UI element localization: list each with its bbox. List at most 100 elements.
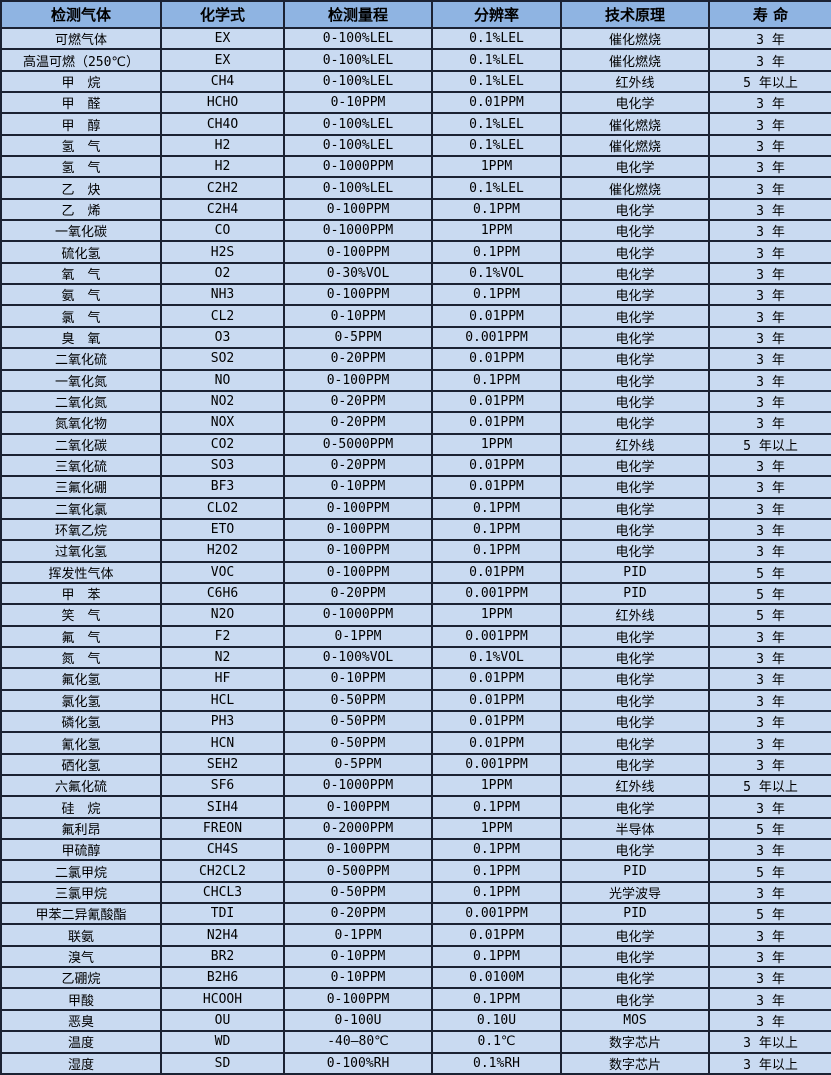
table-cell-gas: 氰化氢 <box>0 731 162 755</box>
table-cell-gas: 过氧化氢 <box>0 539 162 563</box>
table-cell-principle: 电化学 <box>560 389 710 414</box>
table-cell-formula: H2 <box>160 155 285 179</box>
table-row: 硅 烷 SIH4 0-100PPM 0.1PPM 电化学 3 年 <box>0 795 831 819</box>
table-cell-lifespan: 3 年 <box>708 112 831 136</box>
table-cell-lifespan: 3 年 <box>708 539 831 563</box>
table-cell-resolution: 0.1PPM <box>431 496 562 520</box>
table-cell-lifespan: 3 年 <box>708 411 831 435</box>
table-cell-range: 0-20PPM <box>283 347 433 371</box>
table-cell-gas: 氟利昂 <box>0 816 162 841</box>
table-row: 二氧化硫 SO2 0-20PPM 0.01PPM 电化学 3 年 <box>0 347 831 371</box>
table-cell-resolution: 0.1PPM <box>431 838 562 862</box>
table-cell-gas: 乙硼烷 <box>0 966 162 990</box>
table-cell-resolution: 1PPM <box>431 432 562 456</box>
table-cell-formula: CL2 <box>160 304 285 328</box>
table-row: 湿度 SD 0-100%RH 0.1%RH 数字芯片 3 年以上 <box>0 1051 831 1075</box>
table-cell-resolution: 0.001PPM <box>431 581 562 606</box>
table-cell-formula: HCN <box>160 731 285 755</box>
table-cell-lifespan: 3 年 <box>708 645 831 670</box>
table-cell-formula: O2 <box>160 261 285 286</box>
table-cell-principle: 电化学 <box>560 325 710 350</box>
table-cell-principle: 电化学 <box>560 347 710 371</box>
table-cell-gas: 甲 苯 <box>0 581 162 606</box>
table-cell-range: 0-1000PPM <box>283 774 433 798</box>
table-cell-formula: CO2 <box>160 432 285 456</box>
table-cell-resolution: 0.01PPM <box>431 411 562 435</box>
table-cell-resolution: 0.0100M <box>431 966 562 990</box>
table-cell-formula: CO <box>160 219 285 243</box>
table-cell-resolution: 0.001PPM <box>431 624 562 648</box>
table-cell-resolution: 1PPM <box>431 219 562 243</box>
table-cell-gas: 二氧化氯 <box>0 496 162 520</box>
table-cell-lifespan: 3 年 <box>708 133 831 158</box>
table-row: 甲硫醇 CH4S 0-100PPM 0.1PPM 电化学 3 年 <box>0 838 831 862</box>
table-cell-principle: 电化学 <box>560 304 710 328</box>
table-row: 甲 醛 HCHO 0-10PPM 0.01PPM 电化学 3 年 <box>0 91 831 115</box>
table-body: 可燃气体 EX 0-100%LEL 0.1%LEL 催化燃烧 3 年高温可燃（250℃） E… <box>0 26 831 1075</box>
table-cell-formula: C2H2 <box>160 176 285 200</box>
table-cell-formula: O3 <box>160 325 285 350</box>
table-cell-lifespan: 3 年 <box>708 368 831 392</box>
table-cell-principle: 数字芯片 <box>560 1051 710 1075</box>
table-cell-formula: BR2 <box>160 944 285 969</box>
table-cell-range: 0-100PPM <box>283 496 433 520</box>
table-row: 氮氧化物 NOX 0-20PPM 0.01PPM 电化学 3 年 <box>0 411 831 435</box>
table-cell-lifespan: 3 年 <box>708 688 831 713</box>
table-cell-gas: 氢 气 <box>0 155 162 179</box>
table-cell-principle: 红外线 <box>560 603 710 627</box>
table-cell-lifespan: 3 年 <box>708 944 831 969</box>
table-cell-principle: 电化学 <box>560 624 710 648</box>
column-header-formula: 化学式 <box>160 0 285 29</box>
table-cell-range: 0-50PPM <box>283 880 433 905</box>
table-cell-range: 0-10PPM <box>283 944 433 969</box>
table-cell-lifespan: 5 年 <box>708 816 831 841</box>
table-cell-lifespan: 5 年 <box>708 603 831 627</box>
table-cell-range: 0-20PPM <box>283 581 433 606</box>
column-header-gas: 检测气体 <box>0 0 162 29</box>
table-row: 甲 醇 CH4O 0-100%LEL 0.1%LEL 催化燃烧 3 年 <box>0 112 831 136</box>
table-cell-formula: TDI <box>160 902 285 926</box>
table-row: 挥发性气体 VOC 0-100PPM 0.01PPM PID 5 年 <box>0 560 831 584</box>
table-cell-formula: SD <box>160 1051 285 1075</box>
table-cell-lifespan: 3 年 <box>708 624 831 648</box>
table-row: 联氨 N2H4 0-1PPM 0.01PPM 电化学 3 年 <box>0 923 831 947</box>
table-cell-resolution: 0.1PPM <box>431 240 562 264</box>
table-cell-resolution: 0.1PPM <box>431 944 562 969</box>
table-cell-principle: 催化燃烧 <box>560 48 710 72</box>
table-cell-range: 0-1000PPM <box>283 155 433 179</box>
table-cell-principle: 红外线 <box>560 774 710 798</box>
table-cell-formula: SO3 <box>160 453 285 478</box>
table-cell-resolution: 0.1PPM <box>431 987 562 1011</box>
table-cell-range: 0-1PPM <box>283 624 433 648</box>
table-cell-gas: 臭 氧 <box>0 325 162 350</box>
table-cell-principle: 电化学 <box>560 731 710 755</box>
table-cell-resolution: 0.1%RH <box>431 1051 562 1075</box>
table-cell-resolution: 0.1%LEL <box>431 26 562 51</box>
table-cell-lifespan: 3 年 <box>708 517 831 542</box>
table-cell-resolution: 0.01PPM <box>431 347 562 371</box>
table-cell-range: 0-30%VOL <box>283 261 433 286</box>
table-cell-formula: H2S <box>160 240 285 264</box>
table-cell-lifespan: 5 年 <box>708 902 831 926</box>
table-cell-lifespan: 3 年以上 <box>708 1030 831 1054</box>
table-cell-gas: 二氧化碳 <box>0 432 162 456</box>
table-cell-formula: B2H6 <box>160 966 285 990</box>
table-cell-range: 0-100PPM <box>283 368 433 392</box>
table-cell-gas: 甲酸 <box>0 987 162 1011</box>
table-cell-formula: N2O <box>160 603 285 627</box>
table-cell-gas: 乙 烯 <box>0 197 162 222</box>
table-cell-range: 0-100%LEL <box>283 112 433 136</box>
table-cell-range: 0-10PPM <box>283 475 433 499</box>
table-row: 二氧化氮 NO2 0-20PPM 0.01PPM 电化学 3 年 <box>0 389 831 414</box>
table-cell-principle: 催化燃烧 <box>560 112 710 136</box>
table-cell-formula: FREON <box>160 816 285 841</box>
table-cell-principle: 电化学 <box>560 966 710 990</box>
table-row: 乙 烯 C2H4 0-100PPM 0.1PPM 电化学 3 年 <box>0 197 831 222</box>
table-cell-principle: MOS <box>560 1008 710 1033</box>
table-cell-lifespan: 5 年以上 <box>708 432 831 456</box>
table-cell-resolution: 0.01PPM <box>431 560 562 584</box>
table-cell-principle: 电化学 <box>560 496 710 520</box>
table-cell-formula: N2H4 <box>160 923 285 947</box>
table-cell-lifespan: 3 年 <box>708 966 831 990</box>
table-cell-resolution: 0.01PPM <box>431 709 562 734</box>
